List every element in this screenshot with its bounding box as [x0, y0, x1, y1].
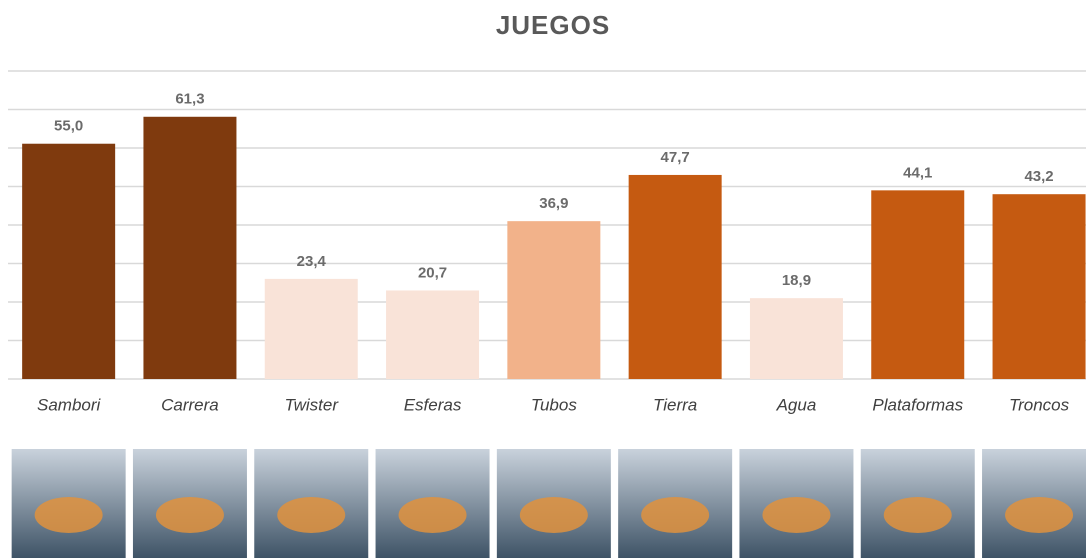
bar — [22, 144, 115, 379]
x-tick-label: Tubos — [531, 395, 577, 414]
chart: JUEGOS 55,0 Sambori 61,3 Carrera 23,4 Twister… — [0, 0, 1086, 558]
photo-detail — [277, 497, 345, 533]
bar — [871, 190, 964, 379]
photo-strip — [12, 449, 1086, 558]
value-label: 23,4 — [297, 253, 327, 270]
bar — [629, 175, 722, 379]
photo-detail — [35, 497, 103, 533]
bar — [750, 298, 843, 379]
chart-title: JUEGOS — [496, 10, 610, 40]
photo-detail — [156, 497, 224, 533]
value-label: 44,1 — [903, 164, 932, 181]
x-tick-label: Sambori — [37, 395, 102, 414]
photo-detail — [641, 497, 709, 533]
x-tick-label: Carrera — [161, 395, 219, 414]
x-tick-label: Troncos — [1009, 395, 1070, 414]
bar — [386, 290, 479, 379]
bar — [143, 117, 236, 379]
x-tick-label: Agua — [776, 395, 817, 414]
value-label: 18,9 — [782, 272, 811, 289]
value-label: 61,3 — [175, 91, 204, 108]
photo-detail — [884, 497, 952, 533]
bar — [265, 279, 358, 379]
photo-detail — [1005, 497, 1073, 533]
value-label: 36,9 — [539, 195, 568, 212]
x-tick-label: Twister — [284, 395, 339, 414]
bar — [993, 194, 1086, 379]
x-tick-label: Plataformas — [872, 395, 963, 414]
photo-detail — [762, 497, 830, 533]
photo-detail — [520, 497, 588, 533]
photo-detail — [399, 497, 467, 533]
value-label: 55,0 — [54, 118, 83, 135]
value-label: 47,7 — [661, 149, 690, 166]
bar — [507, 221, 600, 379]
value-label: 20,7 — [418, 264, 447, 281]
x-tick-label: Esferas — [404, 395, 462, 414]
x-tick-label: Tierra — [653, 395, 697, 414]
value-label: 43,2 — [1024, 168, 1053, 185]
